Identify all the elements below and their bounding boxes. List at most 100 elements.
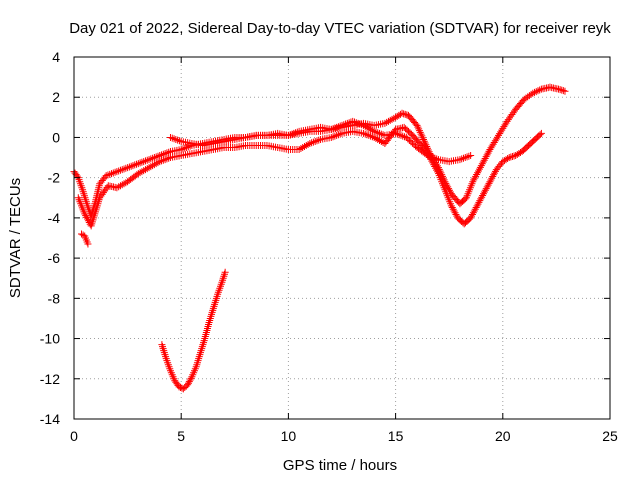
data-point (304, 140, 312, 148)
data-point (343, 119, 351, 127)
series-trace-b-lower (74, 123, 545, 230)
data-point (172, 135, 180, 143)
y-tick-label: 0 (52, 129, 60, 145)
data-point (413, 121, 421, 129)
data-point (480, 156, 488, 164)
data-point (422, 150, 430, 158)
data-point (156, 152, 164, 160)
data-point (120, 165, 128, 173)
data-point (384, 117, 392, 125)
data-point (415, 127, 423, 135)
data-point (491, 137, 499, 145)
data-point (479, 158, 487, 166)
data-point (116, 182, 124, 190)
data-point (376, 136, 384, 144)
data-point (536, 86, 544, 94)
data-point (336, 122, 344, 130)
data-point (149, 162, 157, 170)
data-point (133, 160, 141, 168)
data-point (433, 155, 441, 163)
data-point (395, 131, 403, 139)
data-point (407, 138, 415, 146)
data-point (104, 171, 112, 179)
data-point (166, 133, 174, 141)
data-point (175, 137, 183, 145)
data-point (414, 123, 422, 131)
data-point (150, 161, 158, 169)
data-point (288, 130, 296, 138)
data-point (386, 116, 394, 124)
data-point (161, 156, 169, 164)
x-axis-label: GPS time / hours (283, 457, 397, 474)
data-point (367, 132, 375, 140)
data-point (359, 129, 367, 137)
data-point (358, 121, 366, 129)
data-point (327, 133, 335, 141)
data-point (379, 138, 387, 146)
data-point (492, 135, 500, 143)
data-point (284, 131, 292, 139)
data-point (145, 164, 153, 172)
data-point (118, 181, 126, 189)
data-point (485, 147, 493, 155)
data-point (504, 155, 512, 163)
data-point (327, 125, 335, 133)
data-point (106, 170, 114, 178)
data-point (184, 143, 192, 151)
y-tick-label: -10 (40, 331, 60, 347)
data-point (113, 184, 121, 192)
data-point (156, 158, 164, 166)
data-point (129, 162, 137, 170)
data-point (383, 118, 391, 126)
data-point (399, 132, 407, 140)
data-point (482, 153, 490, 161)
data-point (286, 131, 294, 139)
chart-title: Day 021 of 2022, Sidereal Day-to-day VTE… (69, 20, 611, 37)
data-point (420, 137, 428, 145)
plot-frame (73, 56, 611, 420)
data-point (161, 150, 169, 158)
data-point (154, 159, 162, 167)
data-point (531, 88, 539, 96)
series-trace-e-outliers (78, 230, 92, 248)
data-point (183, 144, 191, 151)
data-point (499, 124, 507, 132)
data-point (478, 160, 486, 168)
y-tick-label: -14 (40, 411, 60, 427)
data-point (165, 148, 173, 156)
data-point (174, 136, 182, 144)
data-point (424, 152, 432, 160)
data-point (143, 165, 151, 173)
x-tick-label: 0 (70, 428, 78, 444)
data-point (473, 171, 481, 179)
y-tick-label: 2 (52, 89, 60, 105)
data-point (149, 154, 157, 162)
data-point (393, 130, 401, 138)
data-point (427, 153, 435, 161)
data-point (421, 139, 429, 147)
data-point (120, 180, 128, 188)
data-point (418, 132, 426, 140)
data-point (381, 119, 389, 127)
data-point (508, 153, 516, 161)
data-point (152, 153, 160, 161)
data-point (365, 124, 373, 132)
data-point (124, 164, 132, 172)
data-point (498, 126, 506, 134)
data-point (433, 166, 441, 174)
data-point (342, 120, 350, 128)
data-point (469, 178, 477, 186)
data-point (372, 134, 380, 142)
data-point (145, 156, 153, 164)
data-point (417, 130, 425, 138)
data-point (397, 131, 405, 139)
data-point (461, 154, 469, 162)
data-point (300, 142, 308, 150)
data-point (186, 376, 194, 384)
data-point (331, 124, 339, 132)
data-point (474, 169, 482, 177)
y-tick-label: -12 (40, 371, 60, 387)
data-point (184, 381, 192, 389)
